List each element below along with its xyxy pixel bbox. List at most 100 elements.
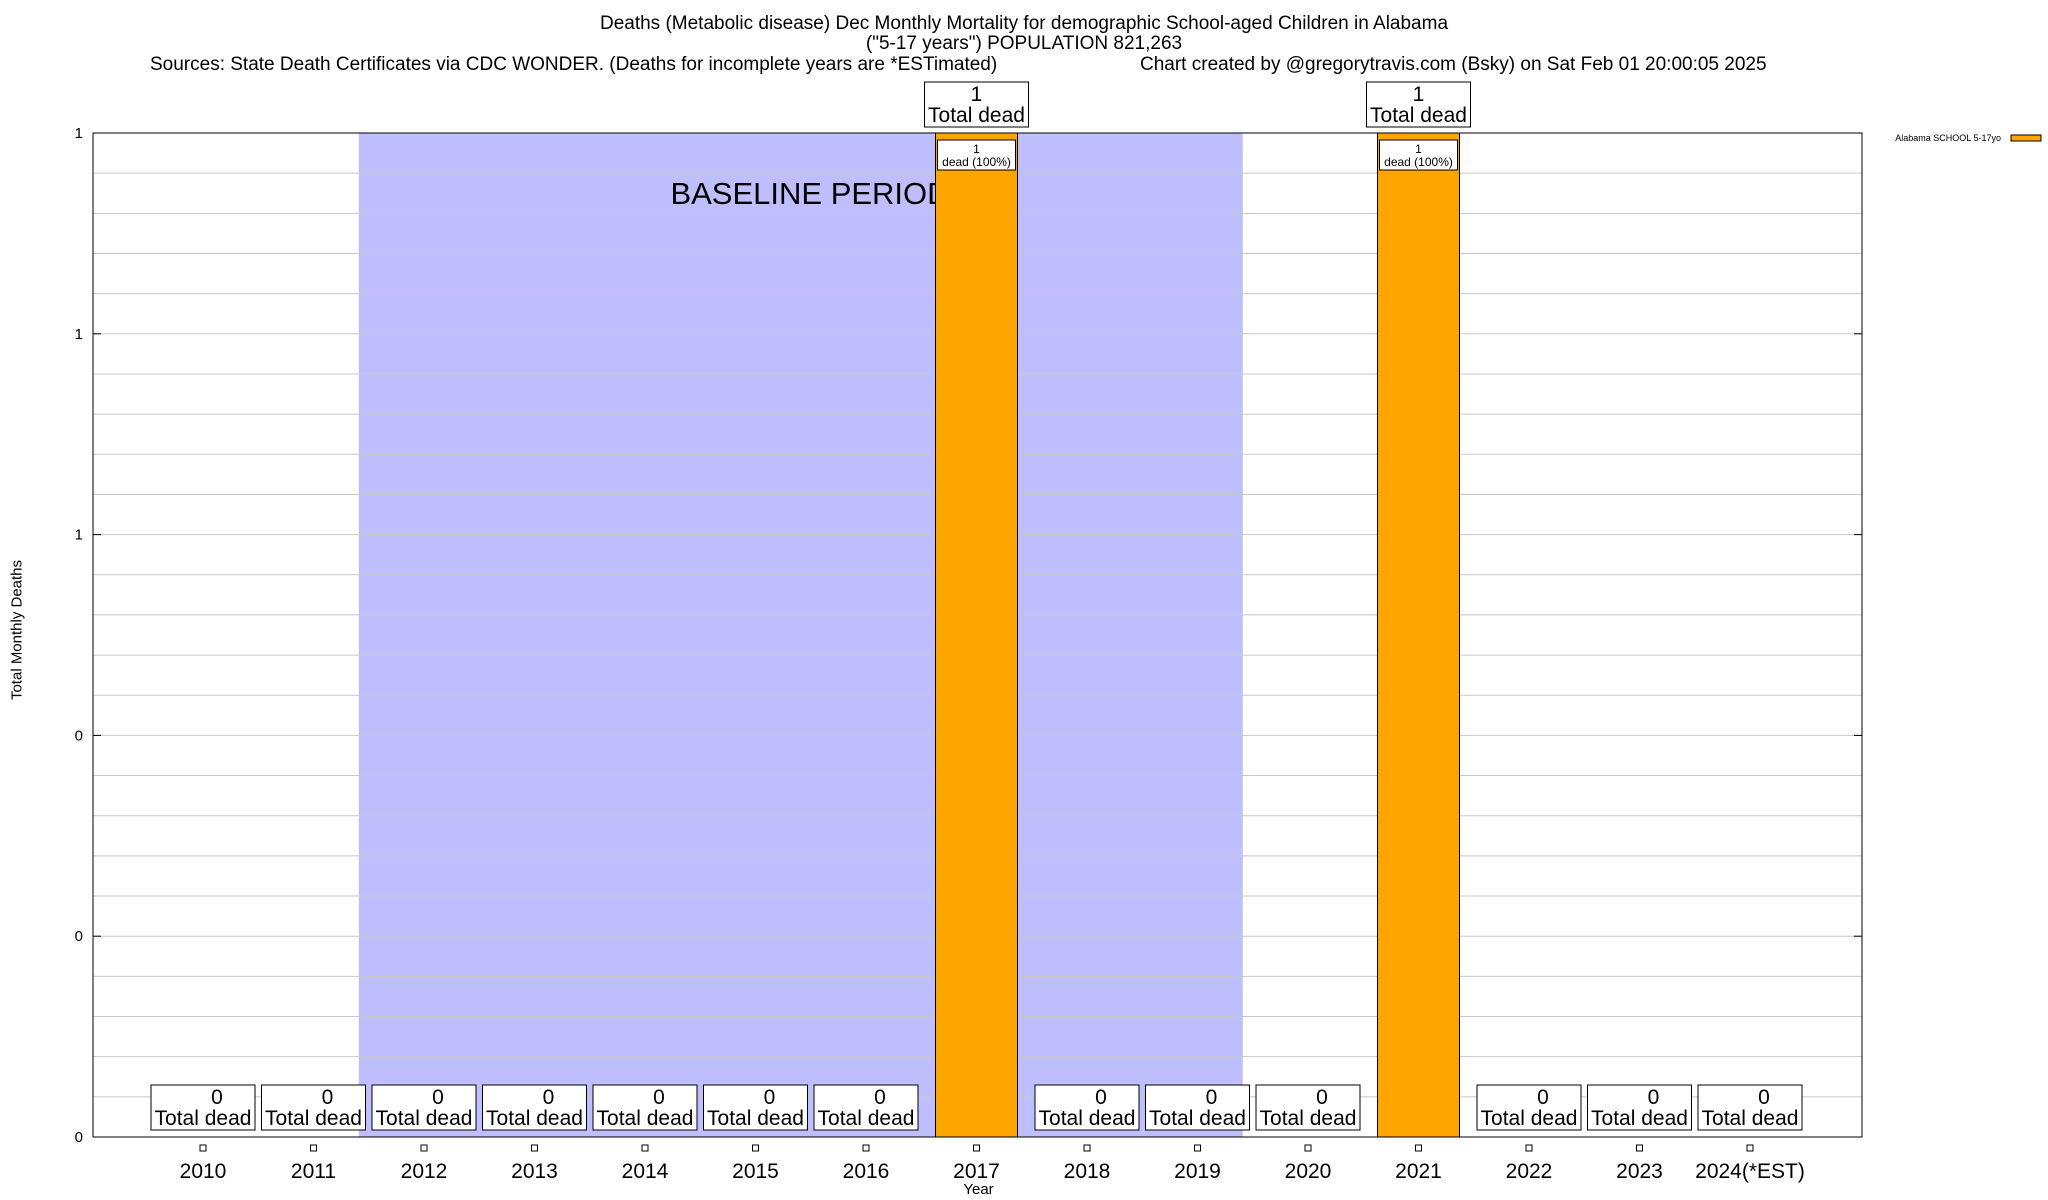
total-text: Total dead — [818, 1107, 915, 1130]
x-tick-label: 2024(*EST) — [1695, 1160, 1805, 1183]
total-box — [1145, 1084, 1250, 1131]
y-tick-label: 0 — [75, 727, 83, 744]
total-box — [1255, 1084, 1361, 1131]
total-value: 0 — [1537, 1086, 1549, 1109]
y-tick-label: 1 — [75, 527, 83, 544]
total-text: Total dead — [1702, 1107, 1799, 1130]
total-value: 0 — [1758, 1086, 1770, 1109]
plot-frame — [92, 132, 1863, 1138]
y-tick-label: 0 — [75, 928, 83, 945]
total-box — [924, 81, 1029, 128]
x-tick-label: 2018 — [1064, 1160, 1111, 1183]
total-value: 0 — [322, 1086, 334, 1109]
y-tick-label: 0 — [75, 1129, 83, 1146]
total-box — [813, 1084, 919, 1131]
x-tick-label: 2015 — [732, 1160, 779, 1183]
total-value: 0 — [764, 1086, 776, 1109]
x-tick-label: 2011 — [291, 1160, 336, 1183]
total-text: Total dead — [486, 1107, 583, 1130]
total-text: Total dead — [1039, 1107, 1136, 1130]
x-tick-marker — [1525, 1144, 1533, 1152]
x-tick-label: 2019 — [1174, 1160, 1221, 1183]
bar-label-box — [1379, 139, 1458, 171]
x-tick-label: 2014 — [622, 1160, 669, 1183]
total-box — [1697, 1084, 1803, 1131]
total-text: Total dead — [1481, 1107, 1578, 1130]
total-value: 1 — [971, 83, 983, 106]
x-tick-label: 2012 — [401, 1160, 448, 1183]
total-box — [703, 1084, 808, 1131]
y-tick-label: 1 — [75, 326, 83, 343]
x-tick-marker — [752, 1144, 759, 1152]
x-tick-marker — [973, 1144, 980, 1152]
total-text: Total dead — [155, 1107, 252, 1130]
total-text: Total dead — [1260, 1107, 1357, 1130]
total-text: Total dead — [928, 104, 1025, 127]
x-tick-marker — [1415, 1144, 1422, 1152]
total-value: 0 — [1206, 1086, 1218, 1109]
x-axis-label: Year — [963, 1181, 993, 1198]
total-value: 0 — [211, 1086, 223, 1109]
bar-label-value: 1 — [973, 142, 980, 156]
x-tick-marker — [420, 1144, 428, 1152]
chart-title-line2: ("5-17 years") POPULATION 821,263 — [865, 33, 1183, 54]
chart-title-line1: Deaths (Metabolic disease) Dec Monthly M… — [599, 13, 1449, 34]
x-tick-label: 2013 — [511, 1160, 558, 1183]
x-tick-label: 2016 — [843, 1160, 890, 1183]
total-text: Total dead — [707, 1107, 804, 1130]
total-text: Total dead — [1149, 1107, 1246, 1130]
total-value: 0 — [1095, 1086, 1107, 1109]
bar-label-text: dead (100%) — [942, 155, 1011, 169]
x-tick-label: 2010 — [180, 1160, 227, 1183]
total-value: 0 — [432, 1086, 444, 1109]
bar — [1377, 132, 1460, 1138]
x-tick-label: 2021 — [1395, 1160, 1442, 1183]
chart-credit: Chart created by @gregorytravis.com (Bsk… — [1140, 54, 1767, 75]
x-tick-label: 2023 — [1616, 1160, 1663, 1183]
x-tick-marker — [1304, 1144, 1312, 1152]
bar-label-box — [937, 139, 1016, 171]
x-tick-marker — [1746, 1144, 1754, 1152]
total-text: Total dead — [265, 1107, 362, 1130]
legend-swatch — [2010, 134, 2042, 142]
legend-entry-label: Alabama SCHOOL 5-17yo — [1895, 133, 2001, 143]
y-tick-label: 1 — [75, 125, 83, 142]
x-tick-label: 2022 — [1506, 1160, 1553, 1183]
total-box — [1034, 1084, 1140, 1131]
total-box — [371, 1084, 477, 1131]
chart-sources: Sources: State Death Certificates via CD… — [150, 54, 998, 75]
total-text: Total dead — [597, 1107, 694, 1130]
bar — [935, 132, 1018, 1138]
x-tick-label: 2017 — [953, 1160, 1000, 1183]
x-tick-marker — [310, 1144, 317, 1152]
total-value: 0 — [1316, 1086, 1328, 1109]
total-box — [1366, 81, 1471, 128]
bar-label-value: 1 — [1415, 142, 1422, 156]
total-box — [482, 1084, 587, 1131]
total-text: Total dead — [1370, 104, 1467, 127]
total-box — [261, 1084, 366, 1131]
x-tick-marker — [199, 1144, 207, 1152]
baseline-period-label: BASELINE PERIOD — [670, 176, 949, 211]
baseline-period-band — [358, 133, 1243, 1137]
x-tick-marker — [1083, 1144, 1091, 1152]
x-tick-marker — [1194, 1144, 1201, 1152]
total-value: 0 — [653, 1086, 665, 1109]
x-tick-marker — [641, 1144, 649, 1152]
total-box — [1476, 1084, 1582, 1131]
total-value: 1 — [1413, 83, 1425, 106]
x-tick-marker — [531, 1144, 538, 1152]
x-tick-marker — [862, 1144, 870, 1152]
x-tick-marker — [1636, 1144, 1643, 1152]
total-text: Total dead — [1591, 1107, 1688, 1130]
total-box — [150, 1084, 256, 1131]
total-box — [1587, 1084, 1692, 1131]
bar-label-text: dead (100%) — [1384, 155, 1453, 169]
total-value: 0 — [543, 1086, 555, 1109]
total-value: 0 — [874, 1086, 886, 1109]
x-tick-label: 2020 — [1285, 1160, 1332, 1183]
total-value: 0 — [1648, 1086, 1660, 1109]
total-text: Total dead — [376, 1107, 473, 1130]
total-box — [592, 1084, 698, 1131]
